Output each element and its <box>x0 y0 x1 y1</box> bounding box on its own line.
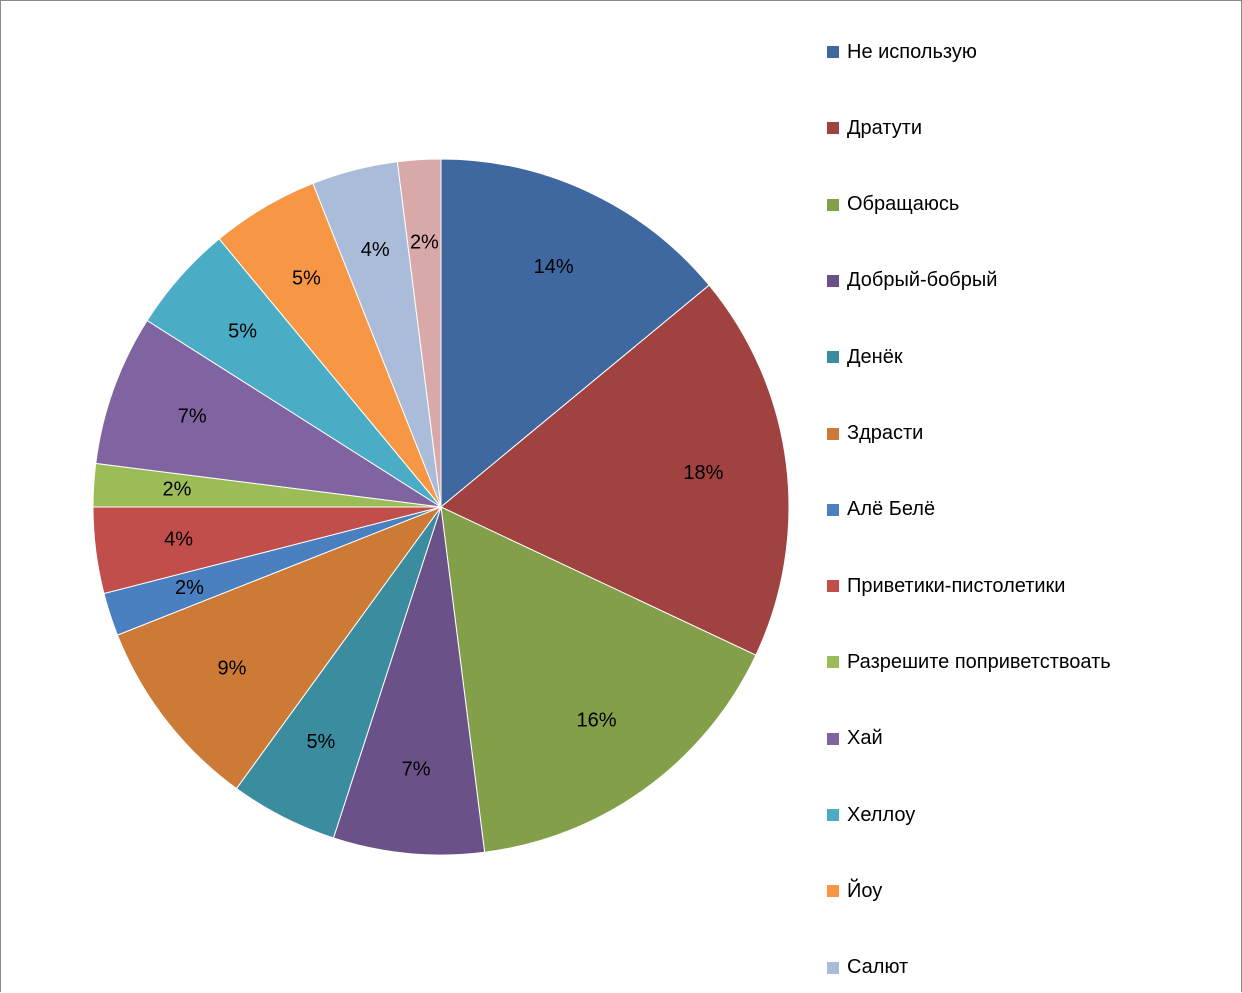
legend-label: Хеллоу <box>847 803 916 826</box>
slice-data-label: 4% <box>361 239 390 261</box>
legend-label: Йоу <box>847 879 883 902</box>
legend-item: Хеллоу <box>827 800 915 830</box>
legend-item: Хай <box>827 724 883 754</box>
slice-data-label: 16% <box>576 709 616 731</box>
slice-data-label: 5% <box>292 268 321 290</box>
slice-data-label: 7% <box>402 759 431 781</box>
legend-item: Йоу <box>827 876 882 906</box>
legend-label: Обращаюсь <box>847 193 960 216</box>
legend-swatch <box>827 732 839 745</box>
legend-label: Дратути <box>847 116 923 139</box>
legend-label: Разрешите поприветствоать <box>847 650 1111 673</box>
pie-slice <box>116 505 443 790</box>
legend-swatch <box>827 427 839 440</box>
legend-item: Алё Белё <box>827 495 935 525</box>
legend-swatch <box>827 351 839 364</box>
slice-data-label: 5% <box>306 731 335 753</box>
pie-slice <box>332 506 486 856</box>
legend-label: Не использую <box>847 40 977 63</box>
slice-data-label: 7% <box>178 406 207 428</box>
slice-data-label: 2% <box>175 577 204 599</box>
legend-item: Дратути <box>827 113 922 143</box>
pie-slice <box>95 319 442 508</box>
legend-item: Добрый-бобрый <box>827 266 997 296</box>
legend-item: Разрешите поприветствоать <box>827 647 1111 677</box>
legend-swatch <box>827 503 839 516</box>
pie-slice <box>440 506 757 853</box>
legend-swatch <box>827 809 839 821</box>
legend-label: Салют <box>847 956 909 979</box>
slice-data-label: 2% <box>410 231 439 253</box>
legend-label: Приветики-пистолетики <box>847 574 1066 597</box>
legend-swatch <box>827 198 839 211</box>
slice-data-label: 5% <box>228 320 257 342</box>
legend-item: Здрасти <box>827 419 923 449</box>
legend-item: Обращаюсь <box>827 190 959 220</box>
pie-slice <box>440 284 790 656</box>
legend-label: Алё Белё <box>847 498 936 521</box>
legend-swatch <box>827 885 839 898</box>
legend-swatch <box>827 580 839 593</box>
legend-item: Денёк <box>827 342 903 372</box>
legend-swatch <box>827 961 839 974</box>
legend-label: Здрасти <box>847 422 924 444</box>
legend-item: Не использую <box>827 37 977 67</box>
slice-data-label: 2% <box>163 479 192 501</box>
pie-slice <box>440 158 710 509</box>
legend-item: Салют <box>827 953 908 983</box>
legend-label: Хай <box>847 727 883 750</box>
legend-swatch <box>827 122 839 135</box>
slice-data-label: 18% <box>683 462 723 484</box>
legend-swatch <box>827 656 839 669</box>
pie-slice <box>396 158 442 508</box>
legend-item: Приветики-пистолетики <box>827 571 1065 601</box>
legend-label: Добрый-бобрый <box>847 269 998 292</box>
legend-label: Денёк <box>847 345 903 368</box>
legend-swatch <box>827 274 839 287</box>
slice-data-label: 4% <box>164 528 193 550</box>
slice-data-label: 14% <box>534 256 574 278</box>
slice-data-label: 9% <box>218 657 247 679</box>
legend-swatch <box>827 46 839 58</box>
